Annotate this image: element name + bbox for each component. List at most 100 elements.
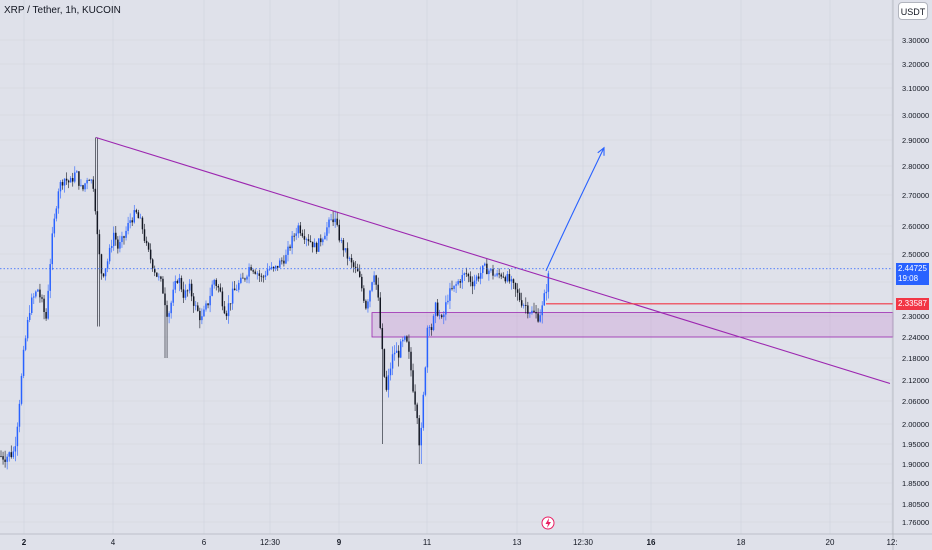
candle — [260, 273, 263, 282]
candle — [295, 227, 297, 240]
y-tick-label: 1.76000 — [902, 518, 929, 527]
candle — [141, 216, 144, 234]
candle — [404, 335, 406, 342]
candle — [504, 275, 507, 284]
candle — [297, 222, 299, 238]
candle — [451, 280, 453, 291]
candle — [86, 177, 88, 190]
candle — [469, 271, 472, 287]
candle — [149, 243, 152, 264]
candle — [496, 269, 498, 278]
candle — [98, 229, 101, 327]
candle — [361, 273, 363, 292]
time-axis[interactable]: 2 4 6 12:30 9 11 13 12:30 16 18 20 12: — [0, 533, 932, 547]
candle — [381, 323, 384, 444]
candle — [4, 450, 6, 468]
candle — [418, 415, 420, 464]
candle — [248, 263, 250, 284]
candle — [391, 346, 394, 376]
candle — [69, 176, 72, 183]
candle — [527, 301, 529, 319]
candle — [158, 273, 160, 281]
candle — [348, 256, 351, 261]
candle — [328, 217, 330, 234]
candle — [223, 301, 226, 315]
candle — [330, 214, 332, 221]
candle — [106, 258, 109, 273]
candle — [414, 384, 416, 411]
candle — [326, 222, 328, 241]
price-axis[interactable]: 3.30000 3.20000 3.10000 3.00000 2.90000 2.800… — [892, 0, 929, 550]
candle — [80, 179, 82, 187]
candle — [63, 178, 66, 193]
candle — [2, 451, 4, 465]
descending-trendline[interactable] — [95, 136, 891, 385]
y-tick-label: 2.18000 — [902, 354, 929, 363]
candle — [352, 260, 355, 273]
candle — [88, 178, 90, 181]
candle — [262, 274, 265, 283]
candle — [10, 445, 12, 459]
y-tick-label: 1.90000 — [902, 460, 929, 469]
candle — [514, 282, 517, 297]
candle — [473, 274, 476, 290]
candle — [449, 282, 451, 310]
currency-button[interactable]: USDT — [898, 2, 928, 20]
candle — [350, 254, 353, 269]
candle — [463, 272, 466, 282]
candle — [217, 284, 220, 293]
candle — [512, 278, 515, 290]
candle — [459, 279, 461, 289]
candle — [94, 137, 97, 215]
candle — [443, 311, 445, 325]
candle — [96, 137, 99, 327]
projection-arrow[interactable] — [545, 147, 605, 272]
candle — [121, 231, 123, 248]
candle — [482, 265, 484, 279]
candle — [338, 219, 340, 243]
candle — [238, 280, 240, 293]
candle — [305, 237, 308, 247]
candle — [490, 268, 492, 273]
candle — [471, 276, 474, 295]
candle — [377, 277, 379, 301]
candle — [318, 238, 320, 252]
candle — [192, 293, 195, 313]
candle — [39, 283, 41, 303]
candle — [43, 294, 45, 320]
candle — [436, 298, 439, 317]
candle — [76, 170, 78, 173]
candle — [231, 281, 234, 310]
candle — [438, 309, 441, 320]
candle — [537, 308, 539, 323]
candle — [180, 275, 183, 293]
support-zone[interactable] — [371, 312, 894, 338]
candle — [55, 205, 58, 222]
candle — [543, 289, 545, 306]
candle — [45, 308, 47, 321]
candle — [57, 188, 60, 214]
candle — [535, 304, 537, 319]
candle — [0, 450, 2, 458]
candle — [113, 226, 115, 251]
candle — [246, 274, 248, 284]
candle — [84, 182, 86, 192]
candle — [49, 258, 51, 299]
candle — [498, 268, 500, 279]
lightning-icon[interactable] — [541, 516, 555, 530]
y-tick-label: 2.06000 — [902, 397, 929, 406]
candle — [477, 273, 480, 282]
candle — [82, 184, 84, 192]
y-tick-label: 2.30000 — [902, 312, 929, 321]
candle — [143, 223, 146, 244]
level-price-value: 2.33587 — [898, 298, 927, 308]
candle — [264, 270, 267, 280]
y-tick-label: 2.00000 — [902, 420, 929, 429]
candle — [479, 266, 482, 285]
candle — [195, 300, 197, 311]
candle — [205, 300, 207, 312]
candle — [225, 310, 228, 320]
candle — [344, 248, 347, 253]
candle — [162, 276, 164, 294]
